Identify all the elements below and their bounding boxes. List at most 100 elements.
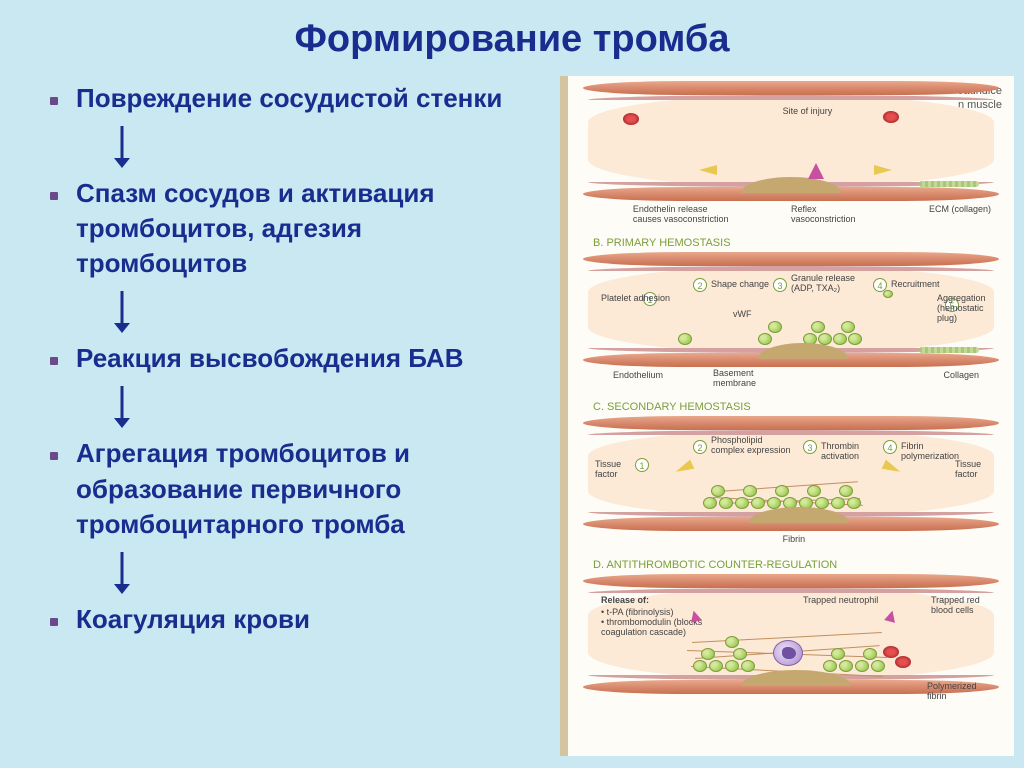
vessel-a: Site of injury Endothelin release causes… <box>583 81 999 201</box>
num-3: 3 <box>803 440 817 454</box>
platelet <box>743 485 757 497</box>
platelet <box>807 485 821 497</box>
platelet <box>847 497 861 509</box>
bullet-marker <box>50 618 58 626</box>
platelet <box>719 497 733 509</box>
platelet <box>751 497 765 509</box>
rbc <box>883 111 899 123</box>
bullet-item-3: Реакция высвобождения БАВ <box>50 341 540 376</box>
bullet-text: Коагуляция крови <box>76 602 310 637</box>
vessel-d: Release of: • t-PA (fibrinolysis) • thro… <box>583 574 999 694</box>
arrow-down-3 <box>110 384 540 428</box>
platelet <box>735 497 749 509</box>
bullet-marker <box>50 452 58 460</box>
stage-d-title: D. ANTITHROMBOTIC COUNTER-REGULATION <box>593 559 1009 571</box>
label-ecm: ECM (collagen) <box>929 205 991 215</box>
bullet-text: Повреждение сосудистой стенки <box>76 81 502 116</box>
label-tissue2: Tissue factor <box>955 460 993 480</box>
platelet <box>855 660 869 672</box>
platelet <box>839 485 853 497</box>
platelet <box>831 648 845 660</box>
vessel-c: 1 2 3 4 Tissue factor Phospholipid compl… <box>583 416 999 531</box>
collagen-strip <box>919 347 979 353</box>
diagram-container: Jaundice n muscle Site of inju <box>560 76 1014 756</box>
rbc <box>895 656 911 668</box>
platelet <box>678 333 692 345</box>
label-basement: Basement membrane <box>713 369 773 389</box>
platelet <box>725 636 739 648</box>
bullet-text: Агрегация тромбоцитов и образование перв… <box>76 436 540 541</box>
bullet-item-5: Коагуляция крови <box>50 602 540 637</box>
collagen-strip <box>919 181 979 187</box>
platelet <box>767 497 781 509</box>
label-reflex: Reflex vasoconstriction <box>791 205 871 225</box>
main-content: Повреждение сосудистой стенки Спазм сосу… <box>0 71 1024 761</box>
platelet <box>693 660 707 672</box>
arrow-down-1 <box>110 124 540 168</box>
num-2: 2 <box>693 440 707 454</box>
label-collagen: Collagen <box>943 371 979 381</box>
bullet-text: Реакция высвобождения БАВ <box>76 341 464 376</box>
platelet <box>741 660 755 672</box>
yellow-arrow-r <box>874 165 892 175</box>
platelet <box>701 648 715 660</box>
label-fibrinpoly: Fibrin polymerization <box>901 442 951 462</box>
platelet <box>848 333 862 345</box>
platelet <box>818 333 832 345</box>
platelet <box>811 321 825 333</box>
bullet-text: Спазм сосудов и активация тромбоцитов, а… <box>76 176 540 281</box>
label-trapped-r: Trapped red blood cells <box>931 596 991 616</box>
label-phospho: Phospholipid complex expression <box>711 436 791 456</box>
stage-a: Site of injury Endothelin release causes… <box>573 81 1009 201</box>
platelet <box>863 648 877 660</box>
yellow-arrow-l <box>699 165 717 175</box>
page-title: Формирование тромба <box>0 0 1024 71</box>
platelet <box>703 497 717 509</box>
platelet <box>839 660 853 672</box>
label-aggreg: Aggregation (hemostatic plug) <box>937 294 997 324</box>
stage-c-title: C. SECONDARY HEMOSTASIS <box>593 401 1009 413</box>
rbc <box>623 113 639 125</box>
bullet-list: Повреждение сосудистой стенки Спазм сосу… <box>0 71 560 761</box>
platelet <box>733 648 747 660</box>
arrow-down-2 <box>110 289 540 333</box>
platelet <box>833 333 847 345</box>
vessel-b: 1 2 3 4 5 Platelet adhesion Shape change… <box>583 252 999 367</box>
platelet <box>758 333 772 345</box>
diagram-column: Jaundice n muscle Site of inju <box>560 71 1024 761</box>
label-adhesion: Platelet adhesion <box>601 294 670 304</box>
label-recruit: Recruitment <box>891 280 940 290</box>
label-fibrin: Fibrin <box>783 535 806 545</box>
platelet <box>725 660 739 672</box>
label-tissue: Tissue factor <box>595 460 633 480</box>
reflex-arrow <box>808 163 824 179</box>
bullet-item-1: Повреждение сосудистой стенки <box>50 81 540 116</box>
label-thrombin: Thrombin activation <box>821 442 881 462</box>
stage-b-title: B. PRIMARY HEMOSTASIS <box>593 237 1009 249</box>
platelet <box>711 485 725 497</box>
rbc <box>883 646 899 658</box>
num-1: 1 <box>635 458 649 472</box>
label-vwf: vWF <box>733 310 752 320</box>
platelet <box>775 485 789 497</box>
platelet <box>883 290 893 298</box>
label-granule: Granule release (ADP, TXA₂) <box>791 274 861 294</box>
platelet <box>841 321 855 333</box>
platelet <box>823 660 837 672</box>
neutrophil <box>773 640 803 666</box>
num-4: 4 <box>883 440 897 454</box>
num-2: 2 <box>693 278 707 292</box>
label-shape: Shape change <box>711 280 769 290</box>
platelet <box>871 660 885 672</box>
label-endothelium: Endothelium <box>613 371 663 381</box>
arrow-down-4 <box>110 550 540 594</box>
bullet-item-4: Агрегация тромбоцитов и образование перв… <box>50 436 540 541</box>
bullet-marker <box>50 97 58 105</box>
stage-b: 1 2 3 4 5 Platelet adhesion Shape change… <box>573 252 1009 367</box>
bullet-marker <box>50 357 58 365</box>
platelet <box>768 321 782 333</box>
stage-c: 1 2 3 4 Tissue factor Phospholipid compl… <box>573 416 1009 531</box>
label-trapped-n: Trapped neutrophil <box>803 596 878 606</box>
label-release: Release of: <box>601 596 649 606</box>
label-polyfibrin: Polymerized fibrin <box>927 682 987 702</box>
